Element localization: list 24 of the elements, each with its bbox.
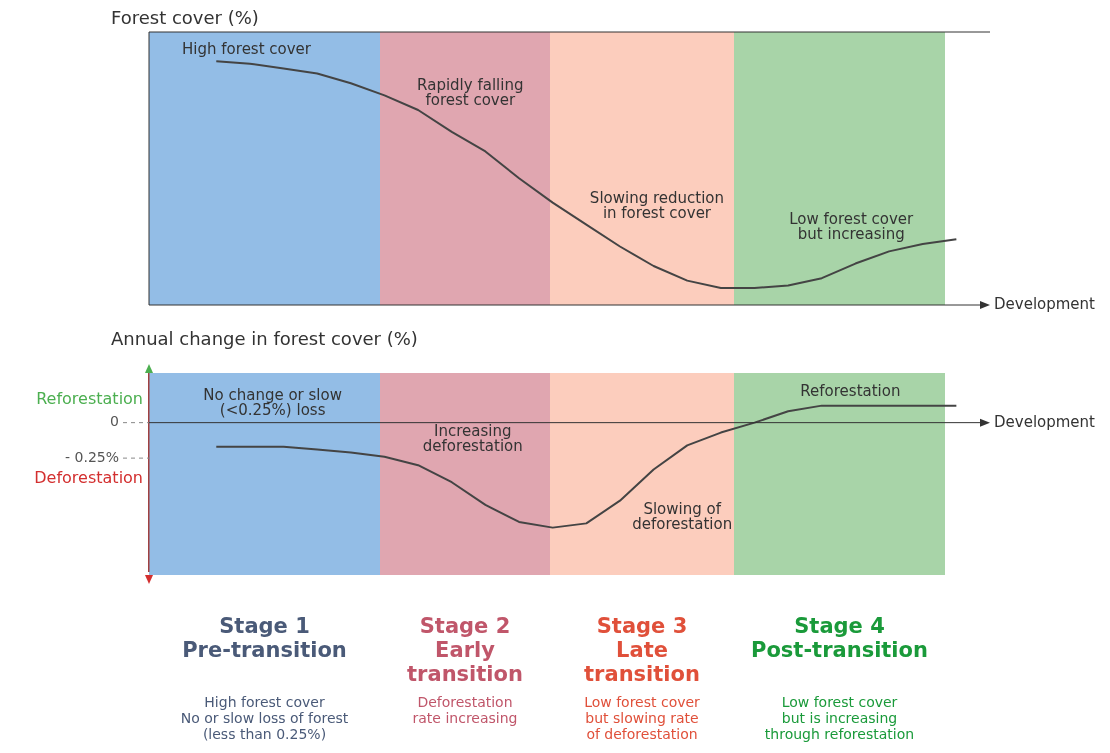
annotation: Rapidly falling forest cover — [417, 76, 524, 110]
text: Stage 2 Early transition — [406, 614, 524, 686]
y-axis-title: Annual change in forest cover (%) — [111, 328, 418, 349]
y-tick-label: 0 — [110, 413, 119, 430]
annotation: Low forest cover but increasing — [789, 210, 915, 244]
annotation: Slowing of deforestation — [632, 499, 733, 533]
text: Low forest cover but is increasing through reforestation — [763, 694, 916, 742]
annotation: Reforestation — [800, 381, 901, 400]
annotation: Slowing reduction in forest cover — [589, 189, 725, 223]
text: Deforestation — [34, 468, 143, 488]
annotation: No change or slow (<0.25%) loss — [203, 385, 342, 419]
text: Stage 1 Pre-transition — [181, 614, 348, 664]
y-axis-title: Forest cover (%) — [111, 7, 259, 28]
text: High forest cover No or slow loss of forest (less than 0.25%) — [179, 694, 350, 742]
text: Reforestation — [36, 388, 143, 408]
text: High forest cover — [182, 39, 312, 58]
text: Stage 4 Post-transition — [750, 614, 929, 664]
text: Stage 3 Late transition — [583, 614, 701, 686]
annotation: Increasing deforestation — [422, 422, 523, 456]
text: Deforestation rate increasing — [411, 694, 519, 726]
y-tick-label: - 0.25% — [65, 448, 119, 465]
x-axis-title: Development — [994, 412, 1096, 431]
text: Low forest cover but slowing rate of deforestation — [583, 694, 701, 742]
x-axis-title: Development — [994, 294, 1096, 313]
